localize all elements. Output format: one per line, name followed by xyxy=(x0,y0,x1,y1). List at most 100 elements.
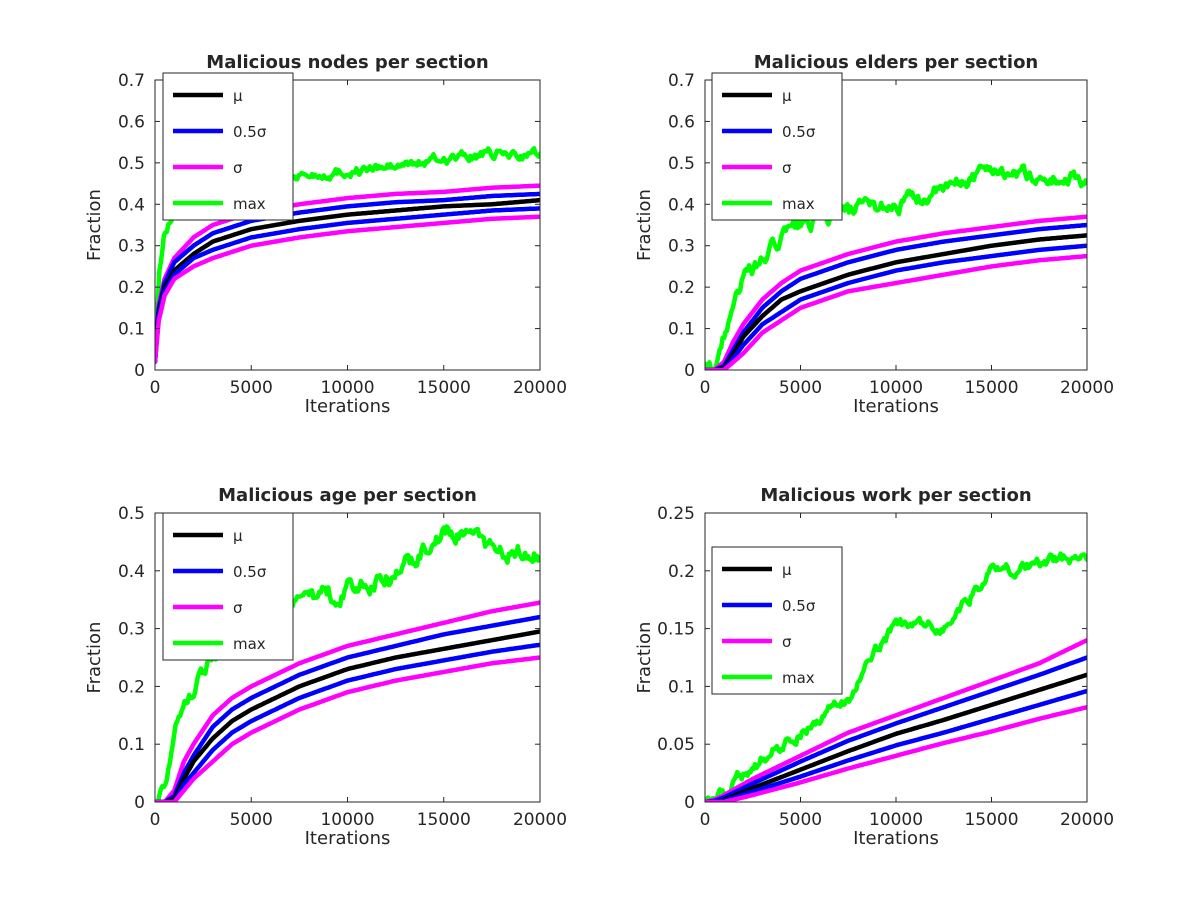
y-tick-label: 0.3 xyxy=(118,237,145,257)
x-axis-label: Iterations xyxy=(305,396,391,417)
x-tick-label: 15000 xyxy=(964,378,1018,398)
legend-label: μ xyxy=(782,87,792,105)
y-axis-label: Fraction xyxy=(84,189,105,261)
series-line-5 xyxy=(155,642,540,802)
series-line-5 xyxy=(705,688,1087,802)
legend-label: σ xyxy=(233,599,243,617)
y-tick-label: 0.4 xyxy=(668,195,695,215)
series-line-4 xyxy=(155,629,540,802)
legend: μ 0.5σ σ max xyxy=(711,546,843,695)
x-tick-label: 15000 xyxy=(964,810,1018,830)
x-tick-label: 0 xyxy=(150,378,161,398)
y-tick-label: 0.2 xyxy=(118,677,145,697)
subplot-2: 0 5000 10000 15000 20000 0 0.1 0.2 0.3 0.4 0.5 0.6 0… xyxy=(634,52,1114,417)
y-tick-label: 0 xyxy=(134,361,145,381)
y-tick-label: 0.5 xyxy=(118,504,145,524)
series-line-5 xyxy=(705,243,1087,370)
y-tick-label: 0.1 xyxy=(118,320,145,340)
y-tick-label: 0.6 xyxy=(668,112,695,132)
y-tick-label: 0.4 xyxy=(118,562,145,582)
subplot-4: 0 5000 10000 15000 20000 0 0.05 0.1 0.15 0.2 0.25 M… xyxy=(634,485,1114,849)
x-tick-label: 20000 xyxy=(513,378,567,398)
series-line-4 xyxy=(155,197,540,364)
y-tick-label: 0.5 xyxy=(118,154,145,174)
y-tick-label: 0.3 xyxy=(118,620,145,640)
legend-label: 0.5σ xyxy=(782,597,816,615)
y-tick-label: 0.25 xyxy=(657,504,695,524)
y-tick-label: 0 xyxy=(684,793,695,813)
x-tick-label: 5000 xyxy=(230,810,273,830)
chart-title: Malicious work per section xyxy=(760,485,1031,506)
series-line-6 xyxy=(705,253,1087,370)
series-line-4 xyxy=(705,672,1087,802)
y-tick-label: 0.1 xyxy=(118,735,145,755)
chart-title: Malicious elders per section xyxy=(754,52,1039,73)
x-tick-label: 5000 xyxy=(779,378,822,398)
x-tick-label: 15000 xyxy=(417,378,471,398)
series-line-6 xyxy=(155,214,540,364)
y-tick-label: 0 xyxy=(684,361,695,381)
legend-label: max xyxy=(782,195,815,213)
x-tick-label: 10000 xyxy=(869,810,923,830)
series-line-6 xyxy=(155,655,540,802)
legend-label: 0.5σ xyxy=(233,123,267,141)
legend-label: μ xyxy=(782,561,792,579)
legend-label: μ xyxy=(233,87,243,105)
series-line-3 xyxy=(705,655,1087,802)
legend-label: σ xyxy=(782,633,792,651)
legend: μ 0.5σ σ max xyxy=(162,512,294,661)
series-line-2 xyxy=(705,214,1087,370)
legend: μ 0.5σ σ max xyxy=(711,72,843,221)
series-line-3 xyxy=(155,191,540,364)
x-tick-label: 20000 xyxy=(1060,378,1114,398)
legend-label: 0.5σ xyxy=(782,123,816,141)
x-tick-label: 10000 xyxy=(320,378,374,398)
y-tick-label: 0.2 xyxy=(668,278,695,298)
y-tick-label: 0.7 xyxy=(668,71,695,91)
legend-box xyxy=(162,72,294,221)
legend-label: 0.5σ xyxy=(233,563,267,581)
series-line-2 xyxy=(705,637,1087,802)
legend-box xyxy=(162,512,294,661)
legend-label: σ xyxy=(233,159,243,177)
series-line-3 xyxy=(155,614,540,802)
legend: μ 0.5σ σ max xyxy=(162,72,294,221)
x-axis-label: Iterations xyxy=(305,828,391,849)
y-tick-label: 0.1 xyxy=(668,320,695,340)
y-axis-label: Fraction xyxy=(634,622,655,694)
y-tick-label: 0.7 xyxy=(118,71,145,91)
legend-label: max xyxy=(233,635,266,653)
series-line-5 xyxy=(155,206,540,364)
x-tick-label: 20000 xyxy=(1060,810,1114,830)
x-axis-label: Iterations xyxy=(853,828,939,849)
x-tick-label: 10000 xyxy=(320,810,374,830)
x-tick-label: 10000 xyxy=(869,378,923,398)
x-tick-label: 0 xyxy=(700,378,711,398)
y-tick-label: 0.5 xyxy=(668,154,695,174)
subplot-3: 0 5000 10000 15000 20000 0 0.1 0.2 0.3 0.4 0.5 Mali… xyxy=(84,485,567,849)
legend-box xyxy=(711,546,843,695)
series-line-1 xyxy=(705,551,1087,802)
subplot-1: 0 5000 10000 15000 20000 0 0.1 0.2 0.3 0.4 0.5 0.6 0… xyxy=(84,52,567,417)
legend-label: max xyxy=(782,669,815,687)
series-line-3 xyxy=(705,222,1087,370)
legend-label: μ xyxy=(233,527,243,545)
x-tick-label: 5000 xyxy=(779,810,822,830)
y-tick-label: 0.2 xyxy=(118,278,145,298)
legend-box xyxy=(711,72,843,221)
y-tick-label: 0.15 xyxy=(657,620,695,640)
series-line-4 xyxy=(705,233,1087,370)
y-tick-label: 0.3 xyxy=(668,237,695,257)
y-tick-label: 0.1 xyxy=(668,677,695,697)
chart-title: Malicious age per section xyxy=(218,485,477,506)
x-tick-label: 5000 xyxy=(230,378,273,398)
y-tick-label: 0.4 xyxy=(118,195,145,215)
series-group xyxy=(705,163,1087,370)
x-tick-label: 0 xyxy=(150,810,161,830)
y-axis-label: Fraction xyxy=(84,622,105,694)
series-line-6 xyxy=(705,704,1087,802)
series-line-2 xyxy=(155,183,540,364)
y-tick-label: 0.05 xyxy=(657,735,695,755)
x-tick-label: 15000 xyxy=(417,810,471,830)
chart-title: Malicious nodes per section xyxy=(206,52,488,73)
